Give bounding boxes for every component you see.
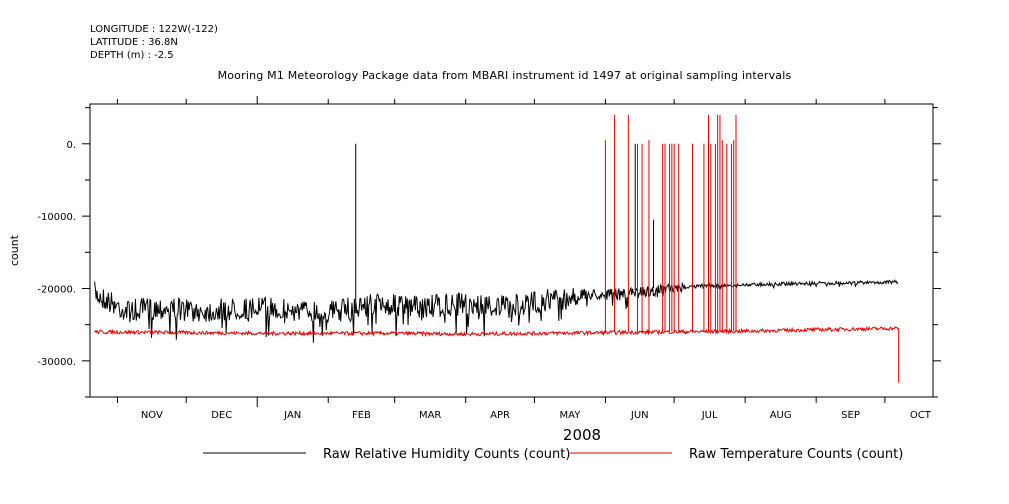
x-tick-label: MAY bbox=[560, 410, 582, 421]
x-tick-label: DEC bbox=[211, 410, 232, 421]
longitude-label: LONGITUDE : 122W(-122) bbox=[90, 24, 218, 35]
x-tick-label: FEB bbox=[352, 410, 371, 421]
x-tick-label: OCT bbox=[910, 410, 932, 421]
legend: Raw Relative Humidity Counts (count) Raw … bbox=[203, 447, 903, 462]
y-axis: 0. -10000. -20000. -30000. count bbox=[8, 107, 941, 398]
x-tick-label: SEP bbox=[841, 410, 860, 421]
x-axis: NOV DEC JAN FEB MAR APR MAY JUN JUL AUG SEP OCT 2008 bbox=[116, 96, 932, 444]
temperature-trace bbox=[94, 325, 899, 338]
x-tick-label: APR bbox=[490, 410, 510, 421]
plot-border bbox=[89, 103, 934, 398]
x-tick-label: JUL bbox=[701, 410, 718, 421]
x-tick-label: JUN bbox=[630, 410, 649, 421]
y-tick-label: 0. bbox=[66, 140, 76, 151]
x-tick-label: NOV bbox=[141, 410, 163, 421]
x-axis-label: 2008 bbox=[563, 426, 601, 444]
legend-humidity-label: Raw Relative Humidity Counts (count) bbox=[323, 447, 570, 462]
legend-temperature-label: Raw Temperature Counts (count) bbox=[689, 447, 903, 462]
depth-label: DEPTH (m) : -2.5 bbox=[90, 50, 174, 61]
plot-frame bbox=[89, 103, 934, 398]
x-tick-label: JAN bbox=[283, 410, 301, 421]
y-tick-label: -20000. bbox=[37, 284, 76, 295]
y-tick-label: -30000. bbox=[37, 357, 76, 368]
y-axis-label: count bbox=[8, 234, 21, 266]
chart-title: Mooring M1 Meteorology Package data from… bbox=[217, 69, 792, 82]
x-tick-label: AUG bbox=[770, 410, 792, 421]
humidity-trace bbox=[94, 279, 899, 343]
latitude-label: LATITUDE : 36.8N bbox=[90, 37, 178, 48]
y-tick-label: -10000. bbox=[37, 212, 76, 223]
x-tick-label: MAR bbox=[419, 410, 441, 421]
series-group bbox=[94, 114, 900, 383]
